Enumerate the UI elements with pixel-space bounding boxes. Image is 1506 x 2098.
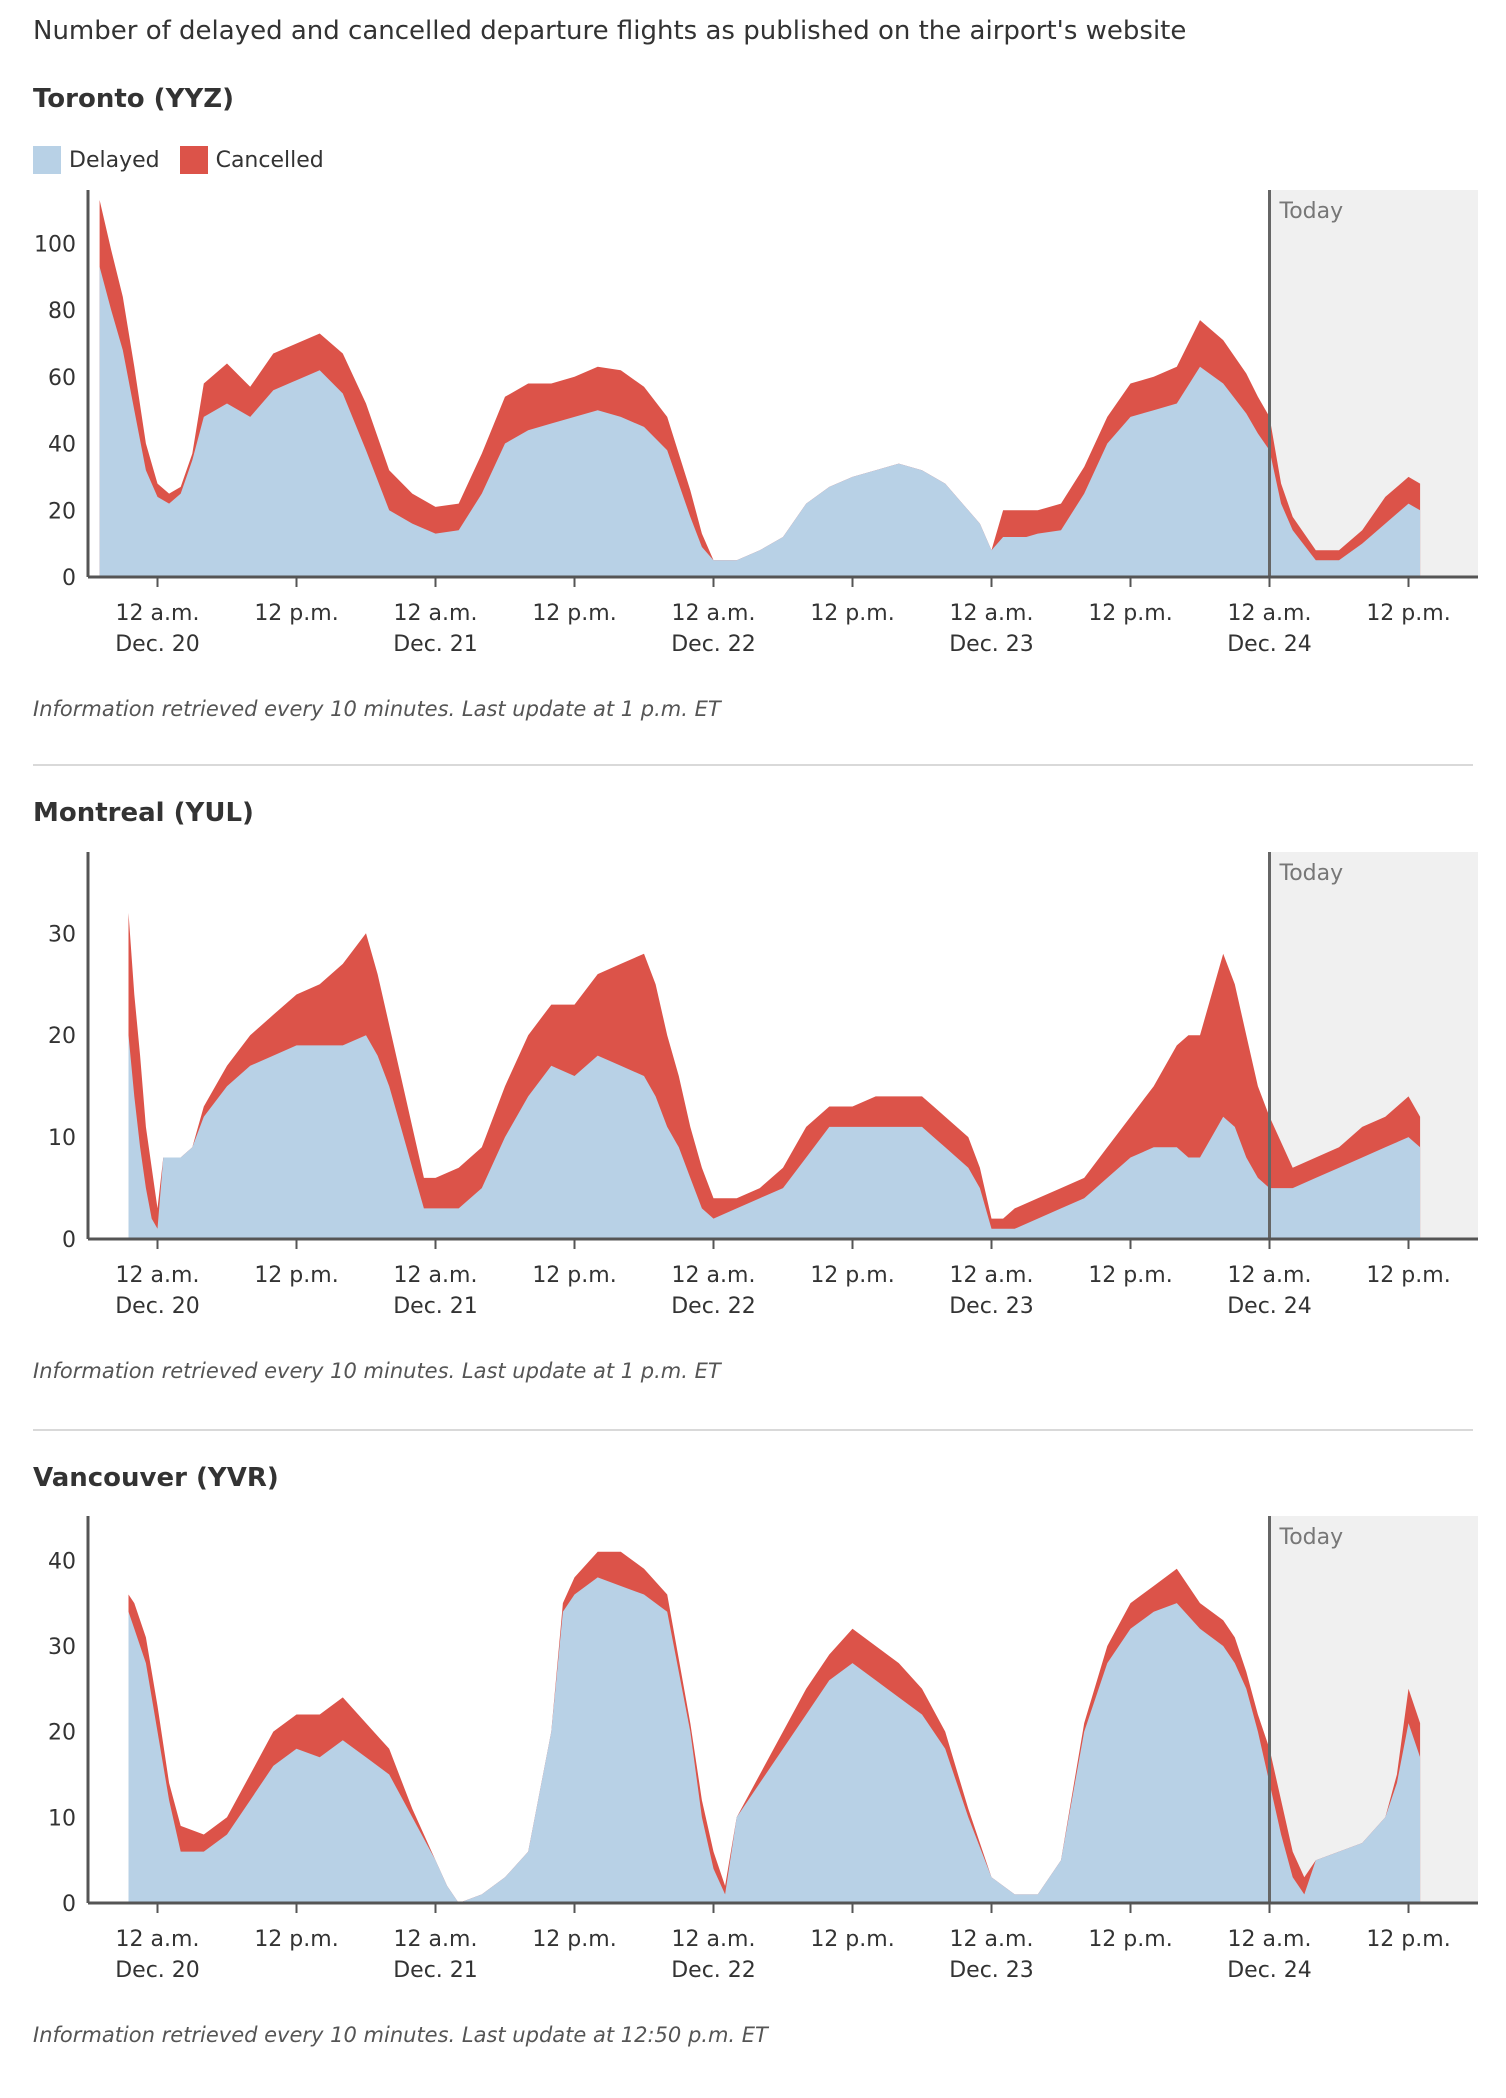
y-tick-label: 0 xyxy=(62,566,76,591)
x-tick-date-label: Dec. 20 xyxy=(115,632,200,657)
x-tick-label: 12 a.m. xyxy=(672,601,756,626)
x-tick-label: 12 a.m. xyxy=(394,1927,478,1952)
x-tick-date-label: Dec. 21 xyxy=(393,1958,478,1983)
chart-vancouver: Today 0 10 20 30 40 12 a.m. Dec. 20 12 p.m. 12 a.… xyxy=(48,1516,1478,1983)
y-tick-label: 20 xyxy=(48,499,76,524)
x-tick-label: 12 p.m. xyxy=(1088,1927,1172,1952)
note-vancouver: Information retrieved every 10 minutes. … xyxy=(33,2023,768,2047)
legend-item-cancelled: Cancelled xyxy=(179,146,324,174)
series-area-delayed xyxy=(128,1577,1421,1903)
x-tick-date-label: Dec. 20 xyxy=(115,1294,200,1319)
x-tick-label: 12 p.m. xyxy=(254,601,338,626)
series-area-delayed xyxy=(99,266,1421,577)
section-divider xyxy=(33,1429,1473,1431)
x-tick-label: 12 p.m. xyxy=(532,1263,616,1288)
today-label: Today xyxy=(1279,861,1344,886)
x-tick-label: 12 a.m. xyxy=(1228,601,1312,626)
x-tick-label: 12 p.m. xyxy=(810,1263,894,1288)
x-tick-label: 12 a.m. xyxy=(672,1263,756,1288)
chart-toronto: Today 0 20 40 60 80 100 12 a.m. Dec. 20 12 p.m. 12… xyxy=(34,190,1478,657)
x-tick-date-label: Dec. 21 xyxy=(393,632,478,657)
x-tick-label: 12 p.m. xyxy=(1088,1263,1172,1288)
x-tick-date-label: Dec. 23 xyxy=(949,1958,1034,1983)
x-tick-date-label: Dec. 22 xyxy=(671,1958,756,1983)
y-tick-label: 60 xyxy=(48,366,76,391)
x-tick-date-label: Dec. 24 xyxy=(1227,1958,1312,1983)
y-tick-label: 0 xyxy=(62,1228,76,1253)
x-tick-label: 12 p.m. xyxy=(532,1927,616,1952)
today-region xyxy=(1269,190,1478,577)
y-tick-label: 30 xyxy=(48,1635,76,1660)
x-tick-label: 12 a.m. xyxy=(672,1927,756,1952)
legend-label-cancelled: Cancelled xyxy=(215,147,324,173)
x-tick-label: 12 a.m. xyxy=(394,1263,478,1288)
page-title: Number of delayed and cancelled departur… xyxy=(33,16,1187,46)
legend-swatch-cancelled xyxy=(179,146,208,174)
note-toronto: Information retrieved every 10 minutes. … xyxy=(33,697,721,721)
y-tick-label: 100 xyxy=(34,232,76,257)
x-tick-label: 12 p.m. xyxy=(254,1927,338,1952)
x-tick-date-label: Dec. 21 xyxy=(393,1294,478,1319)
y-tick-label: 0 xyxy=(62,1892,76,1917)
x-tick-label: 12 a.m. xyxy=(116,601,200,626)
x-tick-date-label: Dec. 20 xyxy=(115,1958,200,1983)
legend-label-delayed: Delayed xyxy=(69,147,160,173)
x-tick-label: 12 a.m. xyxy=(950,1927,1034,1952)
chart-title-montreal: Montreal (YUL) xyxy=(33,798,254,828)
y-tick-label: 80 xyxy=(48,299,76,324)
chart-title-toronto: Toronto (YYZ) xyxy=(33,84,234,114)
series-area-delayed xyxy=(128,1035,1421,1239)
chart-montreal: Today 0 10 20 30 12 a.m. Dec. 20 12 p.m. 12 a.m.… xyxy=(48,852,1478,1319)
x-tick-label: 12 p.m. xyxy=(1366,1263,1450,1288)
x-tick-label: 12 p.m. xyxy=(254,1263,338,1288)
x-tick-date-label: Dec. 24 xyxy=(1227,1294,1312,1319)
chart-title-vancouver: Vancouver (YVR) xyxy=(33,1463,279,1493)
note-montreal: Information retrieved every 10 minutes. … xyxy=(33,1359,721,1383)
x-tick-label: 12 p.m. xyxy=(810,1927,894,1952)
legend: Delayed Cancelled xyxy=(33,146,344,174)
today-label: Today xyxy=(1279,1525,1344,1550)
x-tick-label: 12 p.m. xyxy=(1366,1927,1450,1952)
x-tick-label: 12 a.m. xyxy=(1228,1927,1312,1952)
x-tick-date-label: Dec. 24 xyxy=(1227,632,1312,657)
x-tick-label: 12 p.m. xyxy=(1366,601,1450,626)
x-tick-date-label: Dec. 22 xyxy=(671,1294,756,1319)
y-tick-label: 20 xyxy=(48,1024,76,1049)
x-tick-label: 12 p.m. xyxy=(810,601,894,626)
x-tick-label: 12 a.m. xyxy=(116,1263,200,1288)
x-tick-label: 12 a.m. xyxy=(950,1263,1034,1288)
x-tick-label: 12 a.m. xyxy=(1228,1263,1312,1288)
y-tick-label: 20 xyxy=(48,1721,76,1746)
y-tick-label: 40 xyxy=(48,1549,76,1574)
x-tick-label: 12 p.m. xyxy=(532,601,616,626)
section-divider xyxy=(33,764,1473,766)
legend-item-delayed: Delayed xyxy=(33,146,160,174)
today-label: Today xyxy=(1279,199,1344,224)
x-tick-label: 12 p.m. xyxy=(1088,601,1172,626)
y-tick-label: 30 xyxy=(48,922,76,947)
x-tick-date-label: Dec. 23 xyxy=(949,1294,1034,1319)
x-tick-label: 12 a.m. xyxy=(950,601,1034,626)
y-tick-label: 40 xyxy=(48,433,76,458)
x-tick-label: 12 a.m. xyxy=(394,601,478,626)
y-tick-label: 10 xyxy=(48,1126,76,1151)
x-tick-date-label: Dec. 22 xyxy=(671,632,756,657)
legend-swatch-delayed xyxy=(33,146,61,174)
y-tick-label: 10 xyxy=(48,1806,76,1831)
x-tick-label: 12 a.m. xyxy=(116,1927,200,1952)
x-tick-date-label: Dec. 23 xyxy=(949,632,1034,657)
